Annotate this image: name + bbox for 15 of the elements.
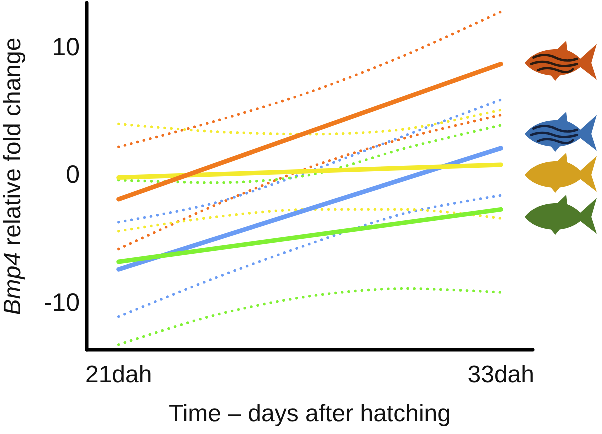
x-tick-label: 21dah: [85, 362, 152, 388]
line-series: [118, 124, 502, 184]
line-series: [118, 108, 502, 136]
x-axis-title: Time – days after hatching: [169, 400, 451, 428]
y-axis-title: Bmp4 relative fold change: [0, 38, 26, 316]
y-tick-label: -10: [44, 288, 80, 317]
line-series: [118, 114, 502, 251]
line-series: [118, 98, 502, 224]
line-series: [118, 287, 502, 346]
line-series: [118, 208, 502, 233]
x-tick-label: 33dah: [468, 362, 535, 388]
y-tick-label: 10: [52, 34, 80, 62]
y-tick-label: 0: [66, 161, 80, 190]
line-series: [118, 194, 502, 318]
line-series: [118, 10, 502, 149]
